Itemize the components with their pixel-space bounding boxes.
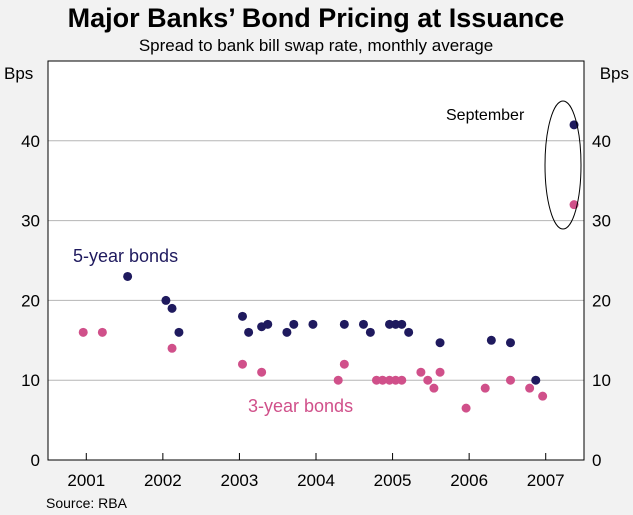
series-label-5yr: 5-year bonds xyxy=(73,246,178,266)
y-tick-label-right: 40 xyxy=(592,132,611,151)
point-5-year xyxy=(167,303,177,313)
point-5-year xyxy=(123,271,133,281)
data-points xyxy=(78,120,579,413)
y-tick-label-left: 10 xyxy=(21,371,40,390)
y-tick-label-left: 20 xyxy=(21,291,40,310)
point-5-year xyxy=(161,295,171,305)
y-tick-label-left: 30 xyxy=(21,212,40,231)
y-tick-label-left: 40 xyxy=(21,132,40,151)
y-axis-unit-left: Bps xyxy=(4,64,33,83)
plot-border xyxy=(47,60,585,461)
point-5-year xyxy=(244,327,254,337)
point-5-year xyxy=(365,327,375,337)
x-tick-label: 2003 xyxy=(221,471,259,490)
gridlines xyxy=(48,140,584,381)
point-5-year xyxy=(339,319,349,329)
point-5-year xyxy=(289,319,299,329)
point-3-year xyxy=(97,327,107,337)
point-3-year xyxy=(397,375,407,385)
x-tick-label: 2007 xyxy=(527,471,565,490)
y-axis-unit-right: Bps xyxy=(600,64,629,83)
x-tick-marks xyxy=(85,453,547,460)
point-5-year xyxy=(397,319,407,329)
september-ellipse xyxy=(544,100,582,230)
point-3-year xyxy=(78,327,88,337)
point-5-year xyxy=(282,327,292,337)
series-label-3yr: 3-year bonds xyxy=(248,396,353,416)
y-tick-label-left: 0 xyxy=(31,451,40,470)
x-tick-label: 2005 xyxy=(374,471,412,490)
point-3-year xyxy=(167,343,177,353)
point-3-year xyxy=(339,359,349,369)
point-5-year xyxy=(505,338,515,348)
september-annotation: September xyxy=(446,107,525,124)
point-5-year xyxy=(435,338,445,348)
point-3-year xyxy=(416,367,426,377)
point-5-year xyxy=(531,375,541,385)
point-3-year xyxy=(525,383,535,393)
y-tick-labels: 0 0 10 10 20 20 30 30 40 40 xyxy=(21,132,611,470)
point-3-year xyxy=(538,391,548,401)
point-5-year xyxy=(385,319,395,329)
y-tick-label-right: 20 xyxy=(592,291,611,310)
x-tick-label: 2006 xyxy=(450,471,488,490)
y-tick-label-right: 10 xyxy=(592,371,611,390)
x-tick-labels: 2001 2002 2003 2004 2005 2006 2007 xyxy=(67,471,564,490)
point-5-year xyxy=(237,311,247,321)
point-5-year xyxy=(404,327,414,337)
point-3-year xyxy=(429,383,439,393)
point-3-year xyxy=(257,367,267,377)
point-3-year xyxy=(505,375,515,385)
point-3-year xyxy=(480,383,490,393)
point-5-year xyxy=(263,319,273,329)
y-tick-label-right: 30 xyxy=(592,212,611,231)
chart-subtitle: Spread to bank bill swap rate, monthly a… xyxy=(139,36,493,55)
point-5-year xyxy=(174,327,184,337)
x-tick-label: 2001 xyxy=(67,471,105,490)
point-5-year xyxy=(486,335,496,345)
x-tick-label: 2002 xyxy=(144,471,182,490)
point-3-year xyxy=(423,375,433,385)
point-5-year xyxy=(308,319,318,329)
x-tick-label: 2004 xyxy=(297,471,335,490)
point-3-year xyxy=(333,375,343,385)
y-tick-label-right: 0 xyxy=(592,451,601,470)
plot-area xyxy=(48,61,584,460)
point-3-year xyxy=(378,375,388,385)
point-3-year xyxy=(461,403,471,413)
point-3-year xyxy=(435,367,445,377)
source-note: Source: RBA xyxy=(46,495,128,511)
point-3-year xyxy=(237,359,247,369)
point-5-year xyxy=(358,319,368,329)
chart-title: Major Banks’ Bond Pricing at Issuance xyxy=(68,3,565,33)
